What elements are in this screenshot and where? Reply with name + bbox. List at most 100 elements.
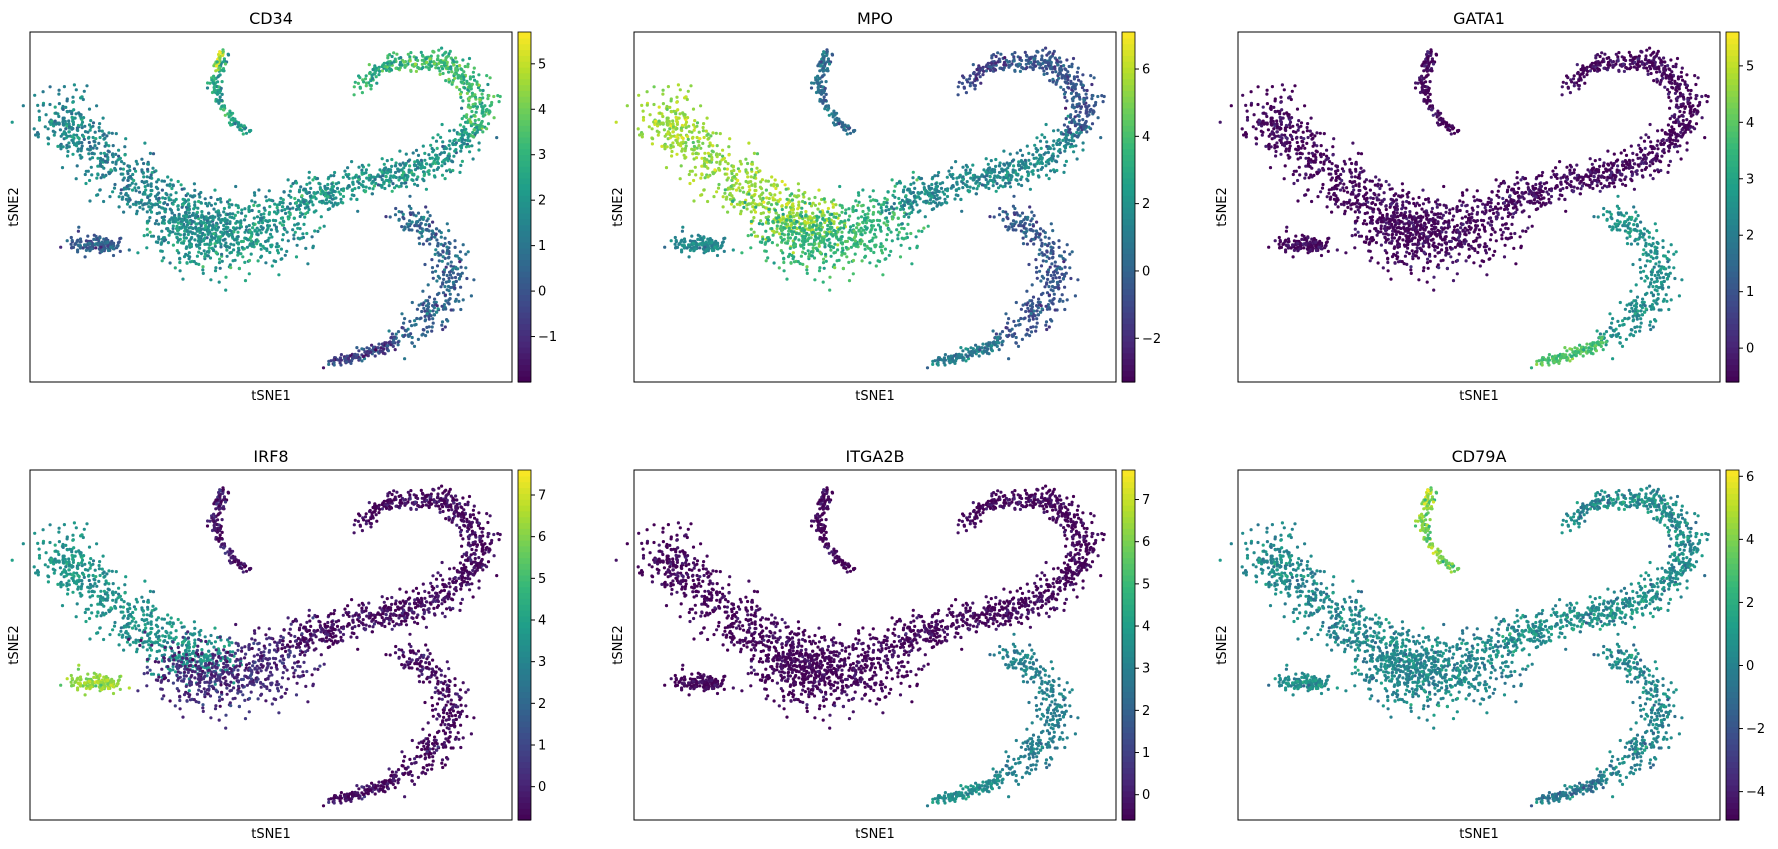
cell-point <box>673 235 677 240</box>
cell-point <box>443 268 447 272</box>
cell-point <box>454 66 458 70</box>
cell-point <box>300 194 304 198</box>
cell-point <box>403 173 408 177</box>
cell-point <box>169 193 173 197</box>
cell-point <box>863 231 867 235</box>
cell-point <box>99 242 103 246</box>
cell-point <box>489 103 493 107</box>
cell-point <box>883 257 887 261</box>
cell-point <box>885 233 889 237</box>
cell-point <box>86 136 91 140</box>
cell-point <box>840 241 845 245</box>
cell-point <box>836 248 840 252</box>
cell-point <box>364 353 368 357</box>
cell-point <box>209 242 213 246</box>
cell-point <box>220 259 224 263</box>
cell-point <box>204 226 208 230</box>
cell-point <box>710 240 714 244</box>
cell-point <box>176 204 180 208</box>
cell-point <box>413 323 417 327</box>
cell-point <box>380 69 384 73</box>
cell-point <box>843 252 847 256</box>
cell-point <box>123 145 127 149</box>
cell-point <box>902 188 906 192</box>
cell-point <box>993 168 997 172</box>
cell-point <box>146 167 150 171</box>
cell-point <box>692 144 697 149</box>
cell-point <box>52 133 56 137</box>
cell-point <box>465 276 469 281</box>
cell-point <box>295 243 299 247</box>
cell-point <box>691 140 695 145</box>
cell-point <box>692 199 696 203</box>
cell-point <box>259 247 263 251</box>
cell-point <box>463 86 467 90</box>
cell-point <box>666 123 670 127</box>
cell-point <box>1018 148 1023 152</box>
cell-point <box>65 239 69 243</box>
cell-point <box>912 194 917 198</box>
cell-point <box>727 145 731 149</box>
cell-point <box>219 245 223 249</box>
cell-point <box>445 222 449 226</box>
cell-point <box>955 182 959 186</box>
cell-point <box>356 81 360 85</box>
cell-point <box>402 321 406 325</box>
cell-point <box>702 236 706 240</box>
cell-point <box>701 141 705 145</box>
cell-point <box>890 217 895 221</box>
cell-point <box>445 169 449 173</box>
cell-point <box>840 206 845 210</box>
cell-point <box>731 248 735 252</box>
cell-point <box>680 238 684 242</box>
cell-point <box>185 229 189 233</box>
cell-point <box>713 245 717 249</box>
cell-point <box>270 235 274 239</box>
cell-point <box>36 135 40 139</box>
cell-point <box>427 295 432 299</box>
cell-point <box>967 190 971 194</box>
cell-point <box>308 194 312 198</box>
cell-point <box>91 146 95 150</box>
cell-point <box>173 215 177 219</box>
cell-point <box>444 79 448 83</box>
cell-point <box>683 115 687 119</box>
cell-point <box>439 285 443 289</box>
cell-point <box>402 217 406 221</box>
cell-point <box>102 175 106 179</box>
cell-point <box>723 191 727 195</box>
cell-point <box>908 212 912 216</box>
cell-point <box>679 126 684 130</box>
cell-point <box>84 248 88 252</box>
cell-point <box>408 194 412 198</box>
cell-point <box>914 235 918 239</box>
cell-point <box>780 179 784 184</box>
cell-point <box>397 178 401 182</box>
cell-point <box>614 120 618 124</box>
cell-point <box>413 62 418 66</box>
cell-point <box>367 347 371 351</box>
cell-point <box>757 222 762 226</box>
cell-point <box>421 144 425 148</box>
cell-point <box>445 251 449 255</box>
cell-point <box>778 232 782 236</box>
cell-point <box>447 298 451 302</box>
cell-point <box>842 223 847 227</box>
cell-point <box>141 207 145 211</box>
cell-point <box>421 289 425 293</box>
cell-point <box>262 212 266 216</box>
cell-point <box>739 209 743 213</box>
cell-point <box>420 333 424 337</box>
cell-point <box>451 142 455 147</box>
cell-point <box>1058 148 1062 152</box>
cell-point <box>85 246 89 250</box>
cell-point <box>872 232 877 236</box>
cell-point <box>269 198 274 202</box>
cell-point <box>801 242 806 247</box>
cell-point <box>188 260 193 264</box>
cell-point <box>933 201 938 205</box>
cell-point <box>922 182 926 186</box>
cell-point <box>275 229 279 233</box>
cell-point <box>847 279 852 283</box>
cell-point <box>811 250 815 254</box>
